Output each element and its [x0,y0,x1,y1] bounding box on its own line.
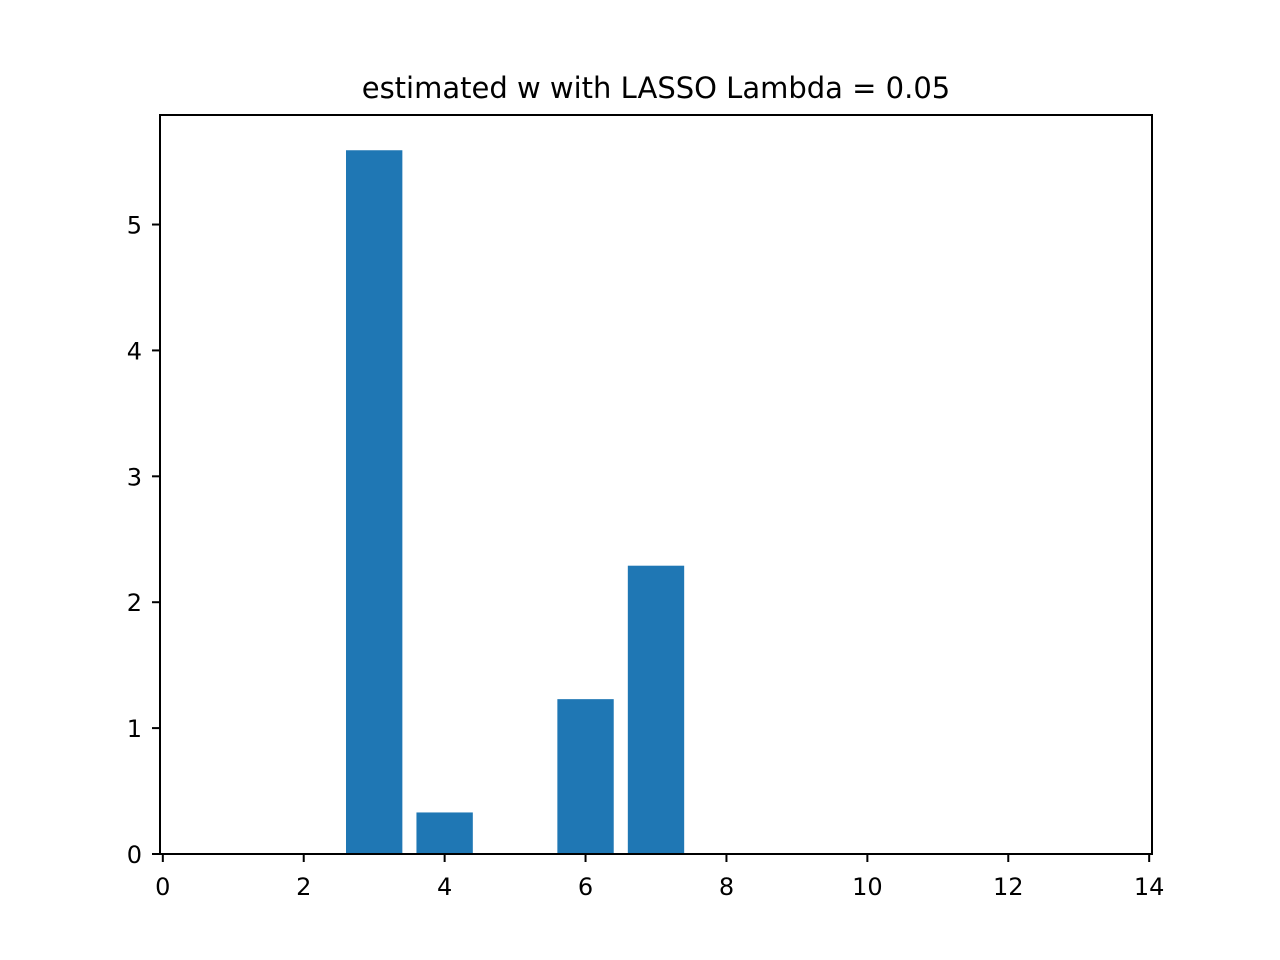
plot-area-frame [159,114,1153,855]
y-tick-label: 0 [127,841,142,869]
bar-group [346,150,685,854]
y-tick-label: 2 [127,589,142,617]
x-tick-label: 0 [155,873,170,901]
x-tick-label: 12 [993,873,1024,901]
x-tick-label: 6 [578,873,593,901]
bar-4 [416,812,473,854]
y-tick-label: 3 [127,463,142,491]
x-tick-label: 8 [719,873,734,901]
y-axis-ticks: 0 1 2 3 4 5 [127,212,160,869]
y-tick-label: 1 [127,715,142,743]
chart-title: estimated w with LASSO Lambda = 0.05 [362,71,951,105]
x-tick-label: 14 [1134,873,1165,901]
bar-7 [627,565,685,854]
y-tick-label: 5 [127,212,142,240]
bar-3 [346,150,403,854]
x-axis-ticks: 0 2 4 6 8 10 12 14 [155,854,1164,901]
x-tick-label: 2 [296,873,311,901]
y-tick-label: 4 [127,337,142,365]
x-tick-label: 4 [437,873,452,901]
bar-6 [557,699,614,854]
x-tick-label: 10 [852,873,883,901]
